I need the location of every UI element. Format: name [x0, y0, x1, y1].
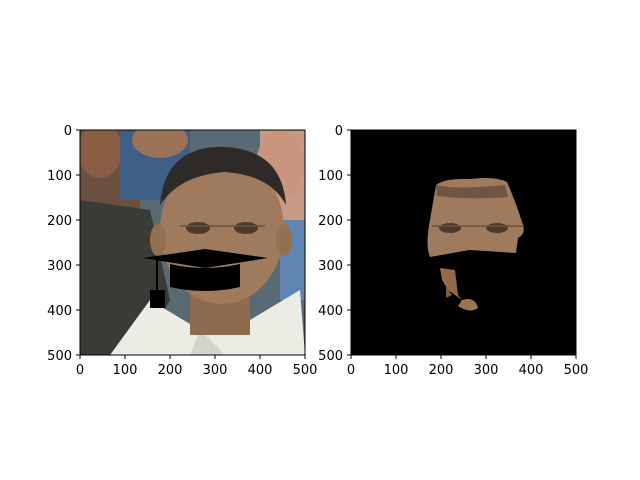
left-y-ticks: 0 100 200 300 400 500 — [47, 124, 80, 364]
left-x-tick-label: 0 — [76, 363, 84, 378]
right-y-tick-label: 200 — [318, 214, 343, 229]
left-x-tick-label: 300 — [203, 363, 228, 378]
left-photo — [80, 130, 305, 355]
right-x-ticks: 0 100 200 300 400 500 — [347, 355, 589, 378]
right-x-tick-label: 300 — [474, 363, 499, 378]
right-y-tick-label: 300 — [318, 259, 343, 274]
left-y-tick-label: 100 — [47, 169, 72, 184]
left-x-tick-label: 400 — [248, 363, 273, 378]
left-axes-frame — [79, 129, 306, 356]
right-y-ticks: 0 100 200 300 400 500 — [318, 124, 351, 364]
left-y-tick-label: 300 — [47, 259, 72, 274]
left-y-tick-label: 200 — [47, 214, 72, 229]
left-x-ticks: 0 100 200 300 400 500 — [76, 355, 318, 378]
right-x-tick-label: 0 — [347, 363, 355, 378]
left-y-tick-label: 500 — [47, 349, 72, 364]
right-photo — [351, 130, 576, 355]
right-x-tick-label: 500 — [564, 363, 589, 378]
left-panel: 0 100 200 300 400 500 0 100 200 300 400 … — [47, 124, 318, 378]
right-x-tick-label: 200 — [429, 363, 454, 378]
right-y-tick-label: 400 — [318, 304, 343, 319]
right-axes-frame — [350, 129, 577, 356]
left-x-tick-label: 500 — [293, 363, 318, 378]
right-y-tick-label: 0 — [335, 124, 343, 139]
left-y-tick-label: 400 — [47, 304, 72, 319]
left-x-tick-label: 200 — [158, 363, 183, 378]
right-panel: 0 100 200 300 400 500 0 100 200 300 400 … — [318, 124, 588, 378]
left-x-tick-label: 100 — [113, 363, 138, 378]
right-x-tick-label: 400 — [519, 363, 544, 378]
right-x-tick-label: 100 — [384, 363, 409, 378]
right-y-tick-label: 500 — [318, 349, 343, 364]
right-y-tick-label: 100 — [318, 169, 343, 184]
left-y-tick-label: 0 — [64, 124, 72, 139]
